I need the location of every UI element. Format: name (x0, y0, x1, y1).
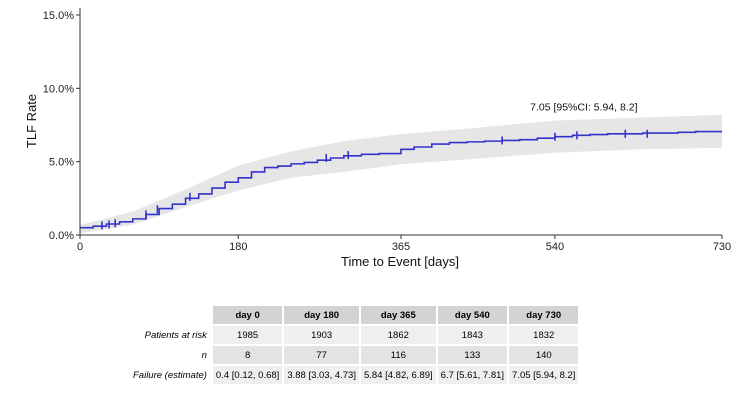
table-cell: 1832 (509, 326, 579, 344)
col-header: day 180 (284, 306, 359, 324)
y-ticks: 0.0% 5.0% 10.0% 15.0% (43, 10, 80, 242)
table-cell: 1985 (212, 326, 283, 344)
table-row: Failure (estimate) 0.4 [0.12, 0.68] 3.88… (130, 366, 579, 384)
col-header: day 730 (509, 306, 579, 324)
col-header: day 540 (437, 306, 508, 324)
table-cell: 7.05 [5.94, 8.2] (509, 366, 579, 384)
x-tick-label: 0 (77, 241, 83, 253)
x-axis-title: Time to Event [days] (341, 254, 459, 269)
km-chart: 0.0% 5.0% 10.0% 15.0% 0 180 365 540 730 Time to… (24, 8, 731, 269)
row-label: Failure (estimate) (133, 369, 207, 381)
table-cell: 1903 (284, 326, 359, 344)
y-tick-label: 5.0% (49, 157, 74, 169)
censor-marks (101, 129, 649, 230)
table-cell: 5.84 [4.82, 6.89] (360, 366, 436, 384)
risk-table-header: day 0 day 180 day 365 day 540 day 730 (130, 306, 579, 324)
table-cell: 3.88 [3.03, 4.73] (284, 366, 359, 384)
table-cell: 0.4 [0.12, 0.68] (212, 366, 283, 384)
table-cell: 1843 (437, 326, 508, 344)
x-tick-label: 365 (392, 241, 410, 253)
table-cell: 77 (284, 346, 359, 364)
risk-table-corner (130, 306, 211, 324)
table-cell: 6.7 [5.61, 7.81] (437, 366, 508, 384)
confidence-band (80, 114, 722, 234)
x-tick-label: 180 (229, 241, 247, 253)
table-cell: 1862 (360, 326, 436, 344)
y-tick-label: 10.0% (43, 83, 74, 95)
table-cell: 116 (360, 346, 436, 364)
row-label: n (201, 349, 207, 361)
x-ticks: 0 180 365 540 730 (77, 235, 731, 253)
estimate-annotation: 7.05 [95%CI: 5.94, 8.2] (530, 102, 637, 114)
y-axis-title: TLF Rate (24, 94, 39, 148)
table-row: n 8 77 116 133 140 (130, 346, 579, 364)
risk-table: day 0 day 180 day 365 day 540 day 730 Pa… (128, 304, 580, 386)
failure-curve (80, 130, 722, 229)
col-header: day 365 (360, 306, 436, 324)
table-cell: 8 (212, 346, 283, 364)
table-cell: 140 (509, 346, 579, 364)
x-tick-label: 540 (546, 241, 564, 253)
table-row: Patients at risk 1985 1903 1862 1843 183… (130, 326, 579, 344)
y-tick-label: 0.0% (49, 230, 74, 242)
table-cell: 133 (437, 346, 508, 364)
row-label: Patients at risk (144, 329, 207, 341)
x-tick-label: 730 (713, 241, 731, 253)
col-header: day 0 (212, 306, 283, 324)
y-tick-label: 15.0% (43, 10, 74, 22)
